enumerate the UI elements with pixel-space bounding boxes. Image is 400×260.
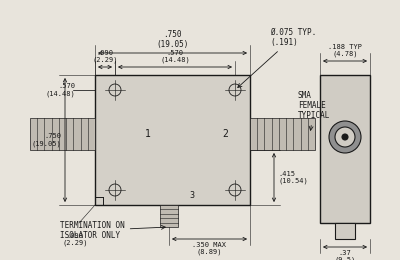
Circle shape xyxy=(342,134,348,140)
Text: Ø.075 TYP.
(.191): Ø.075 TYP. (.191) xyxy=(238,28,316,88)
Text: .37
(9.5): .37 (9.5) xyxy=(334,250,356,260)
Circle shape xyxy=(335,127,355,147)
Text: 1: 1 xyxy=(145,129,151,139)
Bar xyxy=(95,75,250,205)
Bar xyxy=(250,118,315,150)
Text: .090
(2.29): .090 (2.29) xyxy=(92,50,118,63)
Bar xyxy=(160,205,178,227)
Text: .090
(2.29): .090 (2.29) xyxy=(62,233,88,246)
Text: .188 TYP
(4.78): .188 TYP (4.78) xyxy=(328,44,362,57)
Text: .750
(19.05): .750 (19.05) xyxy=(31,133,61,147)
Bar xyxy=(320,75,370,223)
Bar xyxy=(335,223,355,239)
Text: .750
(19.05): .750 (19.05) xyxy=(156,30,189,49)
Text: .415
(10.54): .415 (10.54) xyxy=(278,171,308,184)
Bar xyxy=(30,118,95,150)
Text: .570
(14.48): .570 (14.48) xyxy=(160,50,190,63)
Text: 3: 3 xyxy=(190,191,194,199)
Text: .570
(14.48): .570 (14.48) xyxy=(45,83,75,97)
Text: .350 MAX
(8.89): .350 MAX (8.89) xyxy=(192,242,226,255)
Text: 2: 2 xyxy=(222,129,228,139)
Circle shape xyxy=(329,121,361,153)
Text: SMA
FEMALE
TYPICAL: SMA FEMALE TYPICAL xyxy=(298,91,330,130)
Text: TERMINATION ON
ISOLATOR ONLY: TERMINATION ON ISOLATOR ONLY xyxy=(60,221,165,240)
